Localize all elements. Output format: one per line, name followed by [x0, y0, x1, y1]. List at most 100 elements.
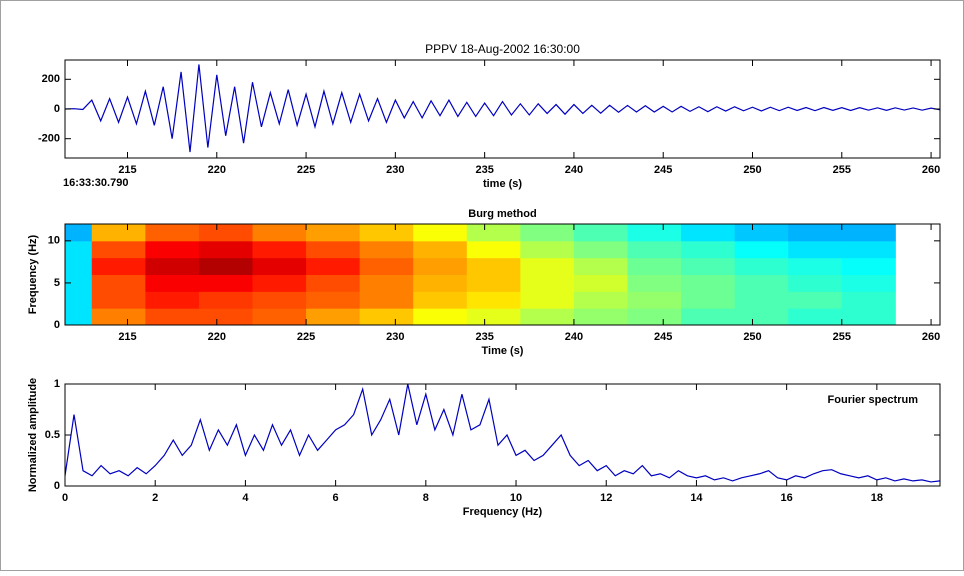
plot-area — [65, 224, 896, 325]
heatmap-cell — [306, 224, 361, 242]
x-tick-label: 14 — [690, 492, 703, 504]
heatmap-cell — [306, 257, 361, 275]
heatmap-cell — [734, 274, 789, 292]
heatmap-cell — [627, 308, 682, 325]
heatmap-cell — [788, 291, 843, 309]
x-axis-label: Time (s) — [482, 345, 524, 357]
heatmap-cell — [413, 308, 468, 325]
heatmap-cell — [627, 240, 682, 259]
heatmap-cell — [734, 240, 789, 259]
heatmap-cell — [681, 240, 736, 259]
y-tick-label: 5 — [54, 277, 60, 289]
heatmap-cell — [91, 291, 146, 309]
x-tick-label: 260 — [922, 164, 940, 176]
y-tick-label: 0 — [54, 103, 60, 115]
y-tick-label: 0 — [54, 319, 60, 331]
heatmap-cell — [573, 224, 628, 242]
heatmap-cell — [413, 257, 468, 275]
heatmap-cell — [466, 240, 521, 259]
x-tick-label: 230 — [386, 331, 404, 343]
heatmap-cell — [198, 291, 253, 309]
x-tick-label: 245 — [654, 331, 672, 343]
x-tick-label: 6 — [333, 492, 339, 504]
x-tick-label: 255 — [833, 164, 851, 176]
heatmap-cell — [145, 240, 200, 259]
heatmap-cell — [91, 257, 146, 275]
heatmap-cell — [306, 274, 361, 292]
y-tick-label: 10 — [48, 235, 60, 247]
y-tick-label: 1 — [54, 378, 60, 390]
heatmap-cell — [520, 291, 575, 309]
heatmap-cell — [145, 291, 200, 309]
heatmap-cell — [627, 291, 682, 309]
heatmap-cell — [520, 308, 575, 325]
heatmap-cell — [65, 224, 93, 242]
heatmap-cell — [841, 257, 896, 275]
axes-title: PPPV 18-Aug-2002 16:30:00 — [425, 42, 580, 56]
plot-area — [65, 64, 940, 153]
x-tick-label: 10 — [510, 492, 522, 504]
heatmap-cell — [65, 291, 93, 309]
heatmap-cell — [145, 274, 200, 292]
heatmap-cell — [359, 291, 414, 309]
heatmap-cell — [466, 291, 521, 309]
x-tick-label: 0 — [62, 492, 68, 504]
heatmap-cell — [520, 274, 575, 292]
x-tick-label: 18 — [871, 492, 883, 504]
heatmap-cell — [145, 257, 200, 275]
heatmap-cell — [627, 274, 682, 292]
heatmap-cell — [734, 224, 789, 242]
heatmap-cell — [841, 274, 896, 292]
x-tick-label: 250 — [743, 164, 761, 176]
x-tick-label: 255 — [833, 331, 851, 343]
heatmap-cell — [359, 257, 414, 275]
heatmap-cell — [841, 240, 896, 259]
x-tick-label: 235 — [475, 164, 493, 176]
heatmap-cell — [681, 257, 736, 275]
x-tick-label: 250 — [743, 331, 761, 343]
heatmap-cell — [359, 224, 414, 242]
heatmap-cell — [841, 291, 896, 309]
heatmap-cell — [734, 291, 789, 309]
heatmap-cell — [413, 240, 468, 259]
x-tick-label: 240 — [565, 331, 583, 343]
heatmap-cell — [413, 224, 468, 242]
heatmap-cell — [359, 240, 414, 259]
heatmap-cell — [198, 308, 253, 325]
y-tick-label: 200 — [42, 73, 60, 85]
heatmap-cell — [681, 224, 736, 242]
x-tick-label: 4 — [242, 492, 249, 504]
heatmap-cell — [252, 240, 307, 259]
heatmap-cell — [788, 240, 843, 259]
heatmap-cell — [466, 257, 521, 275]
heatmap-cell — [65, 274, 93, 292]
heatmap-cell — [198, 240, 253, 259]
heatmap-cell — [573, 274, 628, 292]
signal-line — [65, 64, 940, 153]
heatmap-cell — [788, 308, 843, 325]
heatmap-cell — [573, 240, 628, 259]
x-tick-label: 16 — [781, 492, 793, 504]
heatmap-cell — [788, 257, 843, 275]
heatmap-cell — [573, 291, 628, 309]
x-tick-label: 260 — [922, 331, 940, 343]
heatmap-cell — [306, 291, 361, 309]
heatmap-cell — [841, 308, 896, 325]
heatmap-cell — [91, 224, 146, 242]
y-axis-label: Normalized amplitude — [27, 378, 39, 492]
heatmap-cell — [520, 257, 575, 275]
y-axis-label: Frequency (Hz) — [27, 234, 39, 314]
heatmap-cell — [466, 274, 521, 292]
heatmap-cell — [252, 291, 307, 309]
heatmap-cell — [252, 224, 307, 242]
heatmap-cell — [145, 224, 200, 242]
heatmap-cell — [466, 308, 521, 325]
x-tick-label: 215 — [118, 164, 136, 176]
x-tick-label: 2 — [152, 492, 158, 504]
x-tick-label: 230 — [386, 164, 404, 176]
heatmap-cell — [198, 257, 253, 275]
heatmap-cell — [252, 274, 307, 292]
heatmap-cell — [573, 257, 628, 275]
x-tick-label: 220 — [208, 331, 226, 343]
